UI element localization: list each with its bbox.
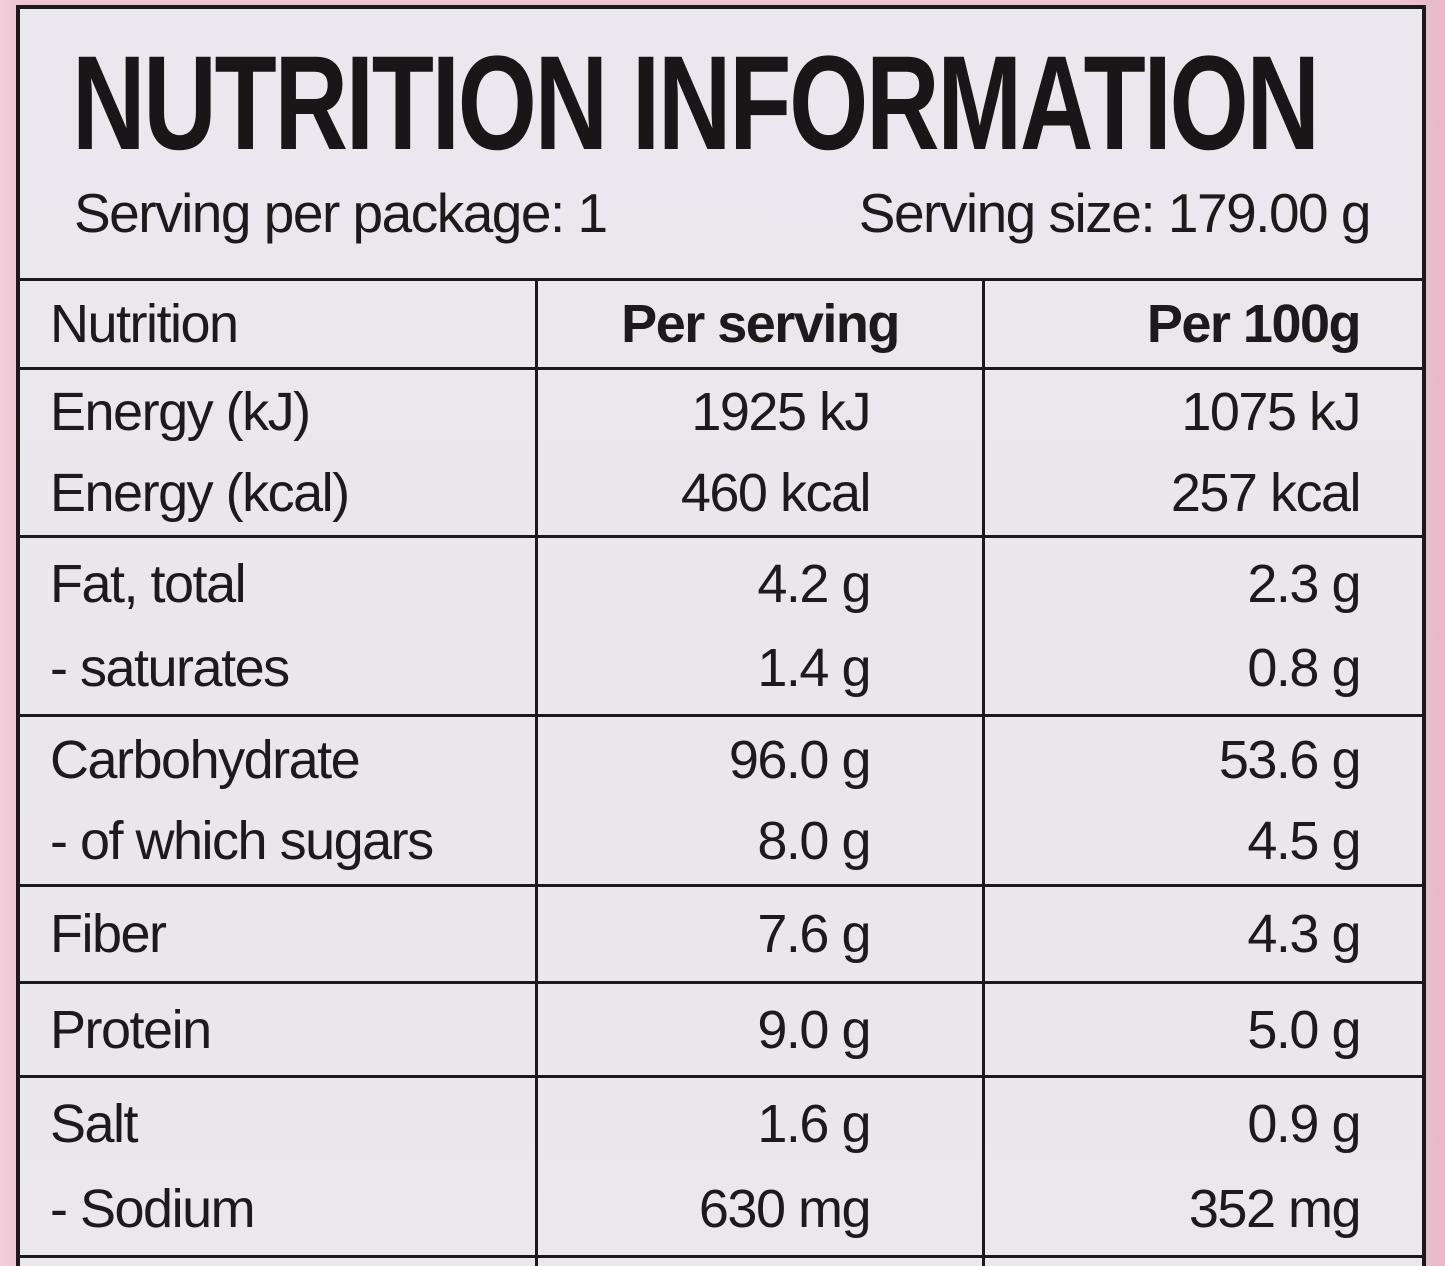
per-100g-value: 53.6 g <box>1218 729 1362 790</box>
nutrition-label: NUTRITION INFORMATION Serving per packag… <box>16 5 1426 1266</box>
column-header-per-serving: Per serving <box>535 281 982 367</box>
column-header-per-100g: Per 100g <box>982 281 1422 367</box>
per-serving-cell: 4.2 g 1.4 g <box>535 538 982 714</box>
per-100g-value: 352 mg <box>1188 1179 1362 1239</box>
serving-per-package-text: Serving per package: 1 <box>74 182 608 244</box>
per-serving-value: 1.6 g <box>757 1094 871 1154</box>
per-serving-value: 96.0 g <box>728 729 872 790</box>
per-serving-cell <box>535 1258 982 1266</box>
per-100g-value: 5.0 g <box>1247 999 1361 1060</box>
table-row-energy: Energy (kJ) Energy (kcal) 1925 kJ 460 kc… <box>20 367 1422 535</box>
per-100g-value: 4.5 g <box>1247 811 1361 872</box>
table-row-salt: Salt - Sodium 1.6 g 630 mg 0.9 g 352 mg <box>20 1075 1422 1255</box>
per-serving-value: 1925 kJ <box>691 382 871 442</box>
nutrient-label: Carbohydrate <box>50 729 361 790</box>
per-100g-cell: 4.3 g <box>982 887 1422 981</box>
per-serving-cell: 1.6 g 630 mg <box>535 1078 982 1255</box>
per-serving-value: 1.4 g <box>757 638 871 699</box>
nutrition-table: Nutrition Per serving Per 100g Energy (k… <box>20 278 1422 1266</box>
nutrient-label: Salt <box>50 1094 139 1154</box>
per-serving-value: 7.6 g <box>757 904 871 964</box>
table-row-fat: Fat, total - saturates 4.2 g 1.4 g 2.3 g… <box>20 535 1422 714</box>
nutrient-name-cell: Protein <box>20 984 535 1075</box>
nutrient-name-cell: Fiber <box>20 887 535 981</box>
per-serving-cell: 9.0 g <box>535 984 982 1075</box>
nutrient-name-cell: Energy (kJ) Energy (kcal) <box>20 370 535 535</box>
nutrient-label: Protein <box>50 999 212 1060</box>
per-serving-cell: 96.0 g 8.0 g <box>535 717 982 884</box>
nutrient-label: Fat, total <box>50 553 247 614</box>
nutrient-label: - of which sugars <box>50 811 434 872</box>
per-100g-cell: 0.9 g 352 mg <box>982 1078 1422 1255</box>
per-100g-cell: 1075 kJ 257 kcal <box>982 370 1422 535</box>
nutrient-name-cell: Carbohydrate - of which sugars <box>20 717 535 884</box>
nutrient-label: - saturates <box>50 638 290 699</box>
per-100g-value: 2.3 g <box>1247 553 1361 614</box>
nutrient-label: Fiber <box>50 904 167 964</box>
table-row-protein: Protein 9.0 g 5.0 g <box>20 981 1422 1075</box>
per-100g-cell: 53.6 g 4.5 g <box>982 717 1422 884</box>
table-header-row: Nutrition Per serving Per 100g <box>20 281 1422 367</box>
nutrient-name-cell <box>20 1258 535 1266</box>
serving-size-text: Serving size: 179.00 g <box>858 182 1372 244</box>
table-row-carbohydrate: Carbohydrate - of which sugars 96.0 g 8.… <box>20 714 1422 884</box>
per-100g-cell: 2.3 g 0.8 g <box>982 538 1422 714</box>
per-100g-value: 0.9 g <box>1247 1094 1361 1154</box>
per-serving-value: 630 mg <box>698 1179 872 1239</box>
per-serving-value: 4.2 g <box>757 553 871 614</box>
per-100g-value: 4.3 g <box>1247 904 1361 964</box>
table-row-cutoff <box>20 1255 1422 1266</box>
table-row-fiber: Fiber 7.6 g 4.3 g <box>20 884 1422 981</box>
per-100g-value: 1075 kJ <box>1181 382 1361 442</box>
serving-info-row: Serving per package: 1 Serving size: 179… <box>74 177 1372 249</box>
per-serving-value: 8.0 g <box>757 811 871 872</box>
per-100g-cell: 5.0 g <box>982 984 1422 1075</box>
per-serving-cell: 1925 kJ 460 kcal <box>535 370 982 535</box>
page-title: NUTRITION INFORMATION <box>72 29 1320 178</box>
nutrient-name-cell: Fat, total - saturates <box>20 538 535 714</box>
per-serving-value: 9.0 g <box>757 999 871 1060</box>
per-serving-value: 460 kcal <box>680 463 872 523</box>
nutrient-label: Energy (kJ) <box>50 382 311 442</box>
nutrient-label: - Sodium <box>50 1179 256 1239</box>
per-serving-cell: 7.6 g <box>535 887 982 981</box>
per-100g-value: 0.8 g <box>1247 638 1361 699</box>
nutrient-label: Energy (kcal) <box>50 463 350 523</box>
nutrient-name-cell: Salt - Sodium <box>20 1078 535 1255</box>
per-100g-cell <box>982 1258 1422 1266</box>
per-100g-value: 257 kcal <box>1170 463 1362 523</box>
column-header-nutrition: Nutrition <box>50 294 239 354</box>
